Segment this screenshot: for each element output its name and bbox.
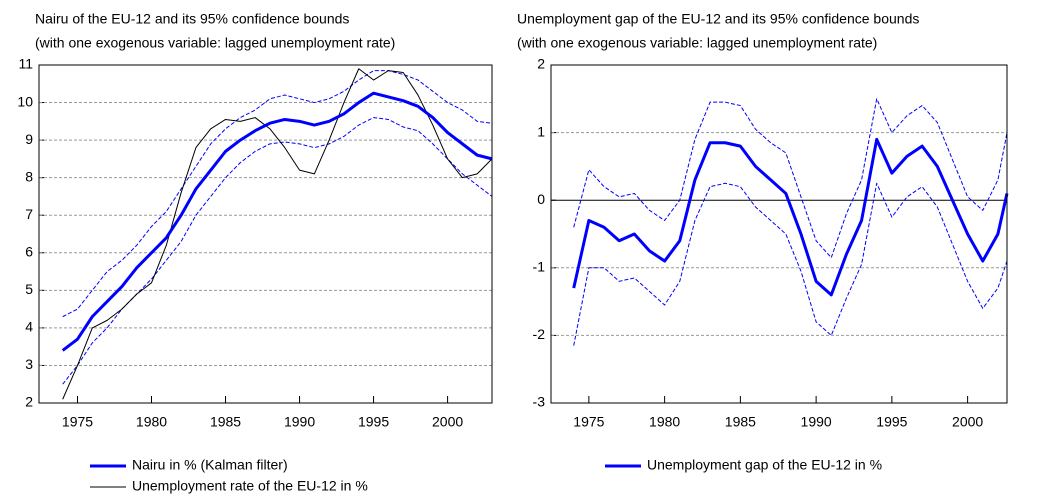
y-tick-label: -2 [533, 326, 546, 342]
legend-label: Unemployment gap of the EU-12 in % [647, 457, 882, 473]
y-tick-label: 9 [25, 131, 33, 147]
legend-label: Nairu in % (Kalman filter) [132, 457, 288, 473]
plot-frame [38, 64, 493, 404]
y-tick-label: 8 [25, 168, 33, 184]
series-line [573, 98, 1008, 259]
chart-subtitle: (with one exogenous variable: lagged une… [35, 35, 395, 51]
x-tick-label: 2000 [952, 414, 983, 430]
y-tick-label: -3 [533, 394, 546, 410]
y-tick-label: 2 [25, 394, 33, 410]
x-tick-label: 1990 [284, 414, 315, 430]
series-line [61, 91, 493, 352]
x-tick-label: 1975 [62, 414, 93, 430]
series-line [62, 68, 493, 400]
x-tick-label: 1995 [876, 414, 907, 430]
y-tick-label: 10 [17, 93, 33, 109]
y-tick-label: 4 [25, 319, 33, 335]
x-tick-label: 1985 [725, 414, 756, 430]
x-tick-label: 1975 [573, 414, 604, 430]
y-tick-label: 6 [25, 243, 33, 259]
series-line [573, 182, 1008, 346]
plot-frame [550, 64, 1008, 404]
legend-label: Unemployment rate of the EU-12 in % [132, 478, 368, 494]
series-line [62, 117, 493, 385]
x-tick-label: 1990 [801, 414, 832, 430]
x-tick-label: 1980 [649, 414, 680, 430]
y-tick-label: 1 [537, 123, 545, 139]
y-tick-label: 7 [25, 206, 33, 222]
x-tick-label: 1985 [210, 414, 241, 430]
chart-title: Nairu of the EU-12 and its 95% confidenc… [35, 11, 349, 27]
y-tick-label: 0 [537, 191, 545, 207]
x-tick-label: 2000 [432, 414, 463, 430]
x-tick-label: 1980 [136, 414, 167, 430]
chart-subtitle: (with one exogenous variable: lagged une… [517, 35, 877, 51]
y-tick-label: 5 [25, 281, 33, 297]
y-tick-label: 11 [18, 56, 33, 72]
chart-title: Unemployment gap of the EU-12 and its 95… [517, 11, 919, 27]
y-tick-label: -1 [533, 259, 546, 275]
y-tick-label: 3 [25, 356, 33, 372]
series-line [572, 137, 1009, 297]
x-tick-label: 1995 [358, 414, 389, 430]
series-line [62, 70, 493, 318]
y-tick-label: 2 [537, 56, 545, 72]
